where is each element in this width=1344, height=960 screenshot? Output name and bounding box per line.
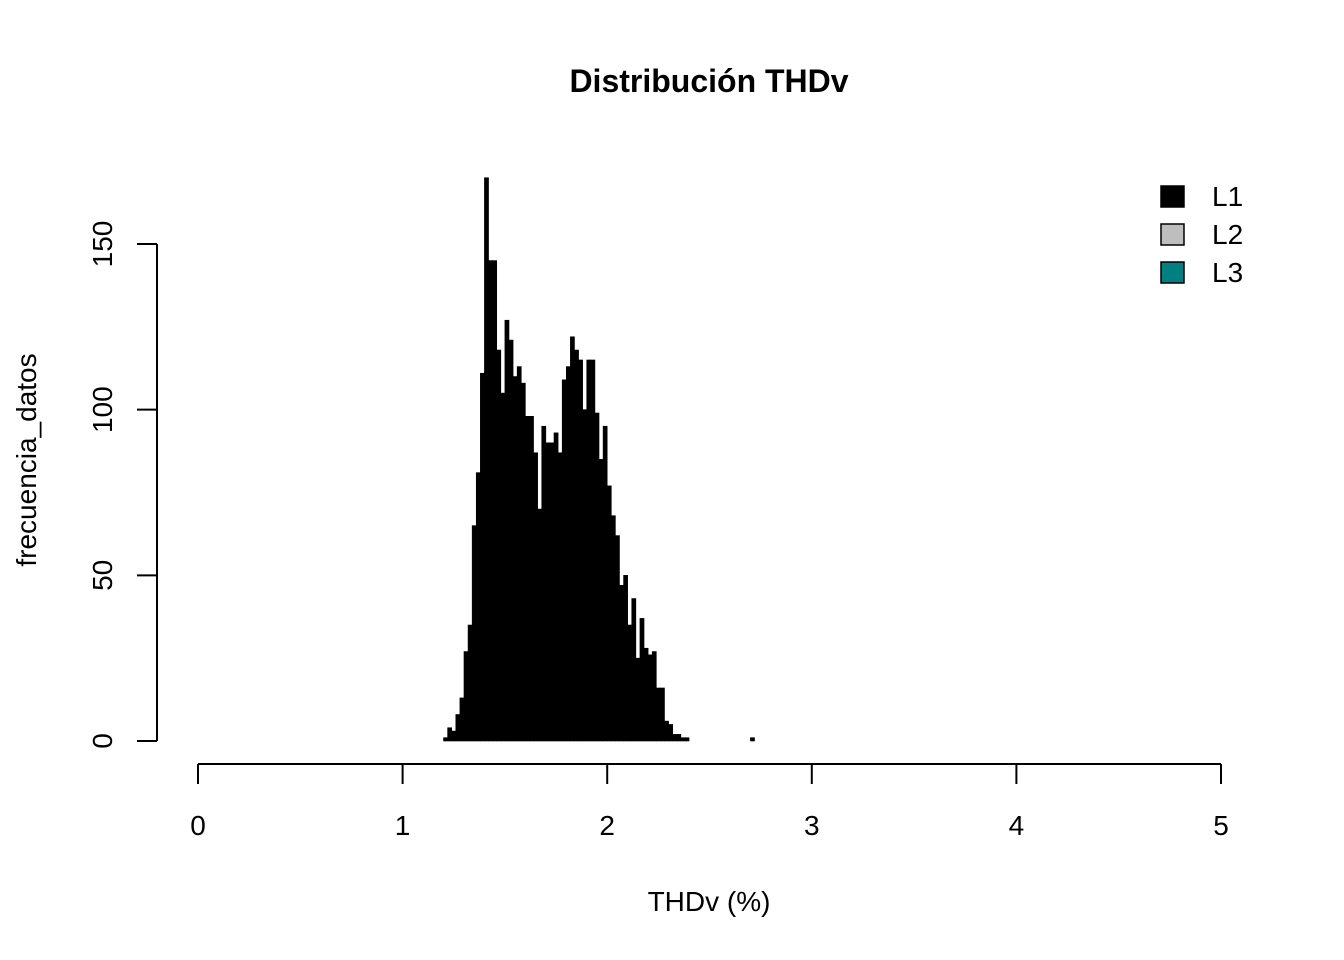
histogram-bar	[676, 734, 682, 742]
histogram-bar	[451, 730, 457, 742]
histogram-bar	[471, 525, 477, 742]
histogram-bar	[541, 425, 547, 742]
y-tick-label: 50	[87, 560, 118, 591]
x-axis-title: THDv (%)	[648, 886, 771, 917]
histogram-bar	[586, 359, 592, 742]
histogram-bar	[557, 452, 563, 742]
histogram-bar	[520, 382, 526, 742]
chart-title: Distribución THDv	[569, 63, 848, 99]
histogram-bar	[537, 508, 543, 742]
histogram-bar	[664, 720, 669, 742]
y-axis: 0 50 100 150	[87, 221, 158, 749]
x-tick-label: 5	[1213, 810, 1229, 841]
x-axis: 0 1 2 3 4 5	[190, 763, 1229, 841]
histogram-bars	[443, 177, 755, 742]
histogram-bar	[529, 415, 534, 742]
histogram-bar	[602, 425, 608, 742]
x-tick-label: 1	[395, 810, 411, 841]
histogram-bar	[656, 687, 661, 742]
histogram-bar	[660, 687, 665, 742]
histogram-bar	[504, 319, 510, 742]
histogram-bar	[643, 647, 649, 742]
histogram-bar	[496, 349, 502, 742]
histogram-bar	[545, 442, 551, 742]
x-tick-label: 3	[804, 810, 820, 841]
histogram-bar	[574, 349, 579, 742]
histogram-bar	[647, 654, 653, 742]
x-tick-label: 0	[190, 810, 206, 841]
histogram-bar	[610, 515, 616, 742]
histogram-bar	[475, 472, 481, 742]
histogram-bar	[525, 415, 530, 742]
histogram-bar	[533, 452, 538, 742]
legend-label: L3	[1212, 257, 1243, 288]
y-axis-title: frecuencia_datos	[11, 353, 42, 566]
legend-swatch	[1160, 185, 1185, 208]
x-tick-label: 2	[599, 810, 615, 841]
histogram-bar	[651, 651, 657, 742]
histogram-bar	[598, 459, 604, 742]
histogram-bar	[488, 260, 493, 742]
histogram-bar	[631, 598, 637, 742]
legend: L1 L2 L3	[1160, 181, 1243, 288]
histogram-bar	[561, 379, 567, 742]
histogram-bar	[684, 737, 690, 742]
y-tick-label: 0	[87, 733, 118, 749]
histogram-bar	[549, 442, 555, 742]
histogram-bar	[623, 575, 628, 742]
histogram-bar	[516, 366, 522, 742]
histogram-bar	[492, 260, 498, 742]
histogram-bar	[500, 392, 506, 742]
histogram-bar	[467, 624, 473, 742]
legend-label: L2	[1212, 219, 1243, 250]
y-tick-label: 150	[87, 221, 118, 268]
histogram-bar	[619, 584, 624, 742]
histogram-bar	[750, 737, 755, 742]
histogram-bar	[484, 177, 489, 742]
histogram-bar	[459, 697, 465, 742]
histogram-bar	[606, 485, 612, 742]
y-tick-label: 100	[87, 386, 118, 433]
histogram-bar	[635, 657, 641, 742]
histogram-bar	[443, 737, 448, 742]
histogram-bar	[590, 359, 596, 742]
histogram-bar	[594, 412, 600, 742]
histogram-bar	[672, 734, 678, 742]
histogram-bar	[565, 366, 571, 742]
legend-swatch	[1160, 261, 1185, 284]
histogram-bar	[578, 359, 583, 742]
histogram-bar	[512, 376, 518, 742]
histogram-bar	[627, 624, 633, 742]
legend-label: L1	[1212, 181, 1243, 212]
histogram-bar	[680, 737, 686, 742]
histogram-bar	[455, 714, 461, 742]
histogram-bar	[639, 618, 645, 742]
histogram-bar	[508, 339, 514, 742]
histogram-bar	[447, 727, 453, 742]
histogram-bar	[480, 372, 485, 742]
histogram-bar	[582, 409, 588, 742]
histogram-bar	[463, 651, 469, 742]
histogram-bar	[615, 535, 620, 742]
histogram-bar	[570, 336, 575, 742]
legend-swatch	[1160, 223, 1185, 246]
histogram-bar	[668, 724, 673, 742]
histogram-bar	[553, 432, 559, 742]
x-tick-label: 4	[1009, 810, 1025, 841]
